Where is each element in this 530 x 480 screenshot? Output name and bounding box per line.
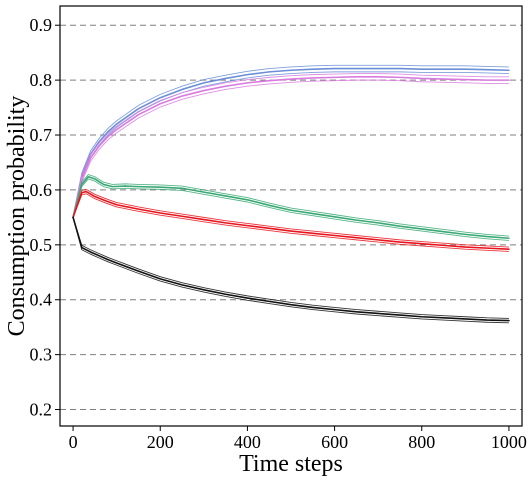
series-line [72, 67, 510, 219]
series-line [72, 216, 510, 322]
x-axis-label: Time steps [239, 451, 343, 477]
series-band-upper [72, 73, 509, 218]
series-band-lower [72, 217, 509, 324]
series-band-upper [72, 64, 509, 218]
series-line [72, 190, 510, 251]
y-axis-ticks: 0.2 0.3 0.4 0.5 0.6 0.7 0.8 0.9 [30, 15, 60, 420]
y-tick-label: 0.9 [30, 15, 53, 35]
x-axis-ticks: 0 200 400 600 800 1000 [69, 426, 527, 452]
series-4 [72, 188, 510, 252]
series-band-upper [72, 174, 509, 237]
y-tick-label: 0.7 [30, 125, 53, 145]
x-tick-label: 600 [321, 432, 348, 452]
y-tick-label: 0.2 [30, 400, 53, 420]
series-line [72, 175, 510, 240]
series-band-upper [72, 217, 509, 319]
series-3 [72, 174, 510, 241]
x-tick-label: 0 [69, 432, 78, 452]
plot-frame [59, 5, 523, 427]
x-tick-label: 1000 [491, 432, 527, 452]
y-tick-label: 0.6 [30, 180, 53, 200]
series-band-lower [72, 71, 509, 218]
x-tick-label: 400 [234, 432, 261, 452]
y-axis-label: Consumption probability [4, 96, 30, 337]
series-2 [72, 73, 510, 219]
series-5 [72, 216, 510, 324]
series-1 [72, 64, 510, 219]
x-tick-label: 200 [147, 432, 174, 452]
y-tick-label: 0.5 [30, 235, 53, 255]
series-band-lower [72, 193, 509, 252]
x-tick-label: 800 [408, 432, 435, 452]
series-line [72, 76, 510, 219]
series-band-lower [72, 178, 509, 241]
y-tick-label: 0.3 [30, 345, 53, 365]
y-tick-label: 0.4 [30, 290, 53, 310]
series-band-upper [72, 188, 509, 248]
series-band-lower [72, 79, 509, 218]
y-tick-label: 0.8 [30, 70, 53, 90]
series-lines [72, 64, 510, 324]
